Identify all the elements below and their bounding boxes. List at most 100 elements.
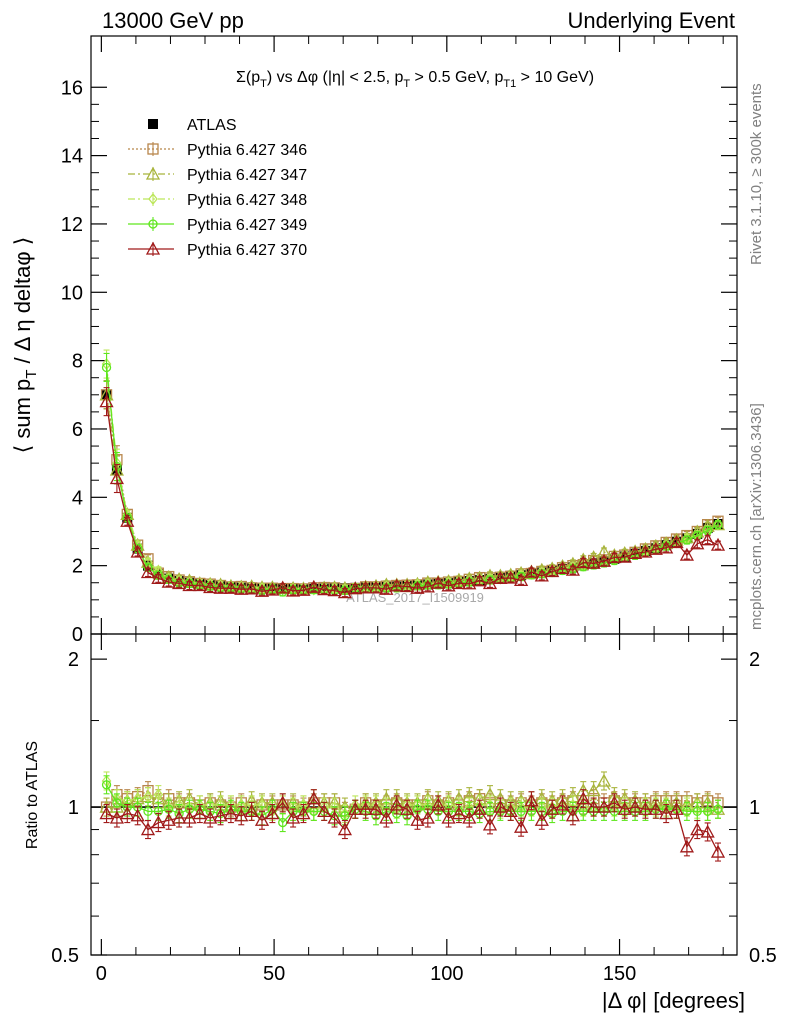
- legend-entry: Pythia 6.427 349: [128, 217, 307, 234]
- data-point: [120, 806, 135, 820]
- data-point: [153, 788, 164, 801]
- data-point: [451, 576, 467, 590]
- legend: ATLAS Pythia 6.427 346 Pythia 6.427 347 Pyt…: [128, 117, 307, 259]
- data-point: [234, 581, 249, 595]
- data-point: [431, 797, 446, 811]
- data-point: [244, 804, 259, 818]
- data-point: [327, 810, 342, 824]
- data-point: [130, 544, 145, 558]
- ratio-y-tick-label: 1: [68, 797, 79, 819]
- data-point: [669, 801, 684, 815]
- data-point: [358, 580, 373, 594]
- main-plot-series: [99, 349, 726, 599]
- data-point: [399, 801, 415, 815]
- data-point: [679, 547, 695, 561]
- data-point: [700, 532, 715, 546]
- y-tick-label: 14: [61, 146, 83, 168]
- data-point: [234, 808, 249, 822]
- ratio-y-tick-label-right: 2: [749, 649, 760, 671]
- data-point: [617, 801, 632, 815]
- legend-label: Pythia 6.427 349: [187, 217, 307, 234]
- series-line: [105, 401, 719, 594]
- data-point: [410, 812, 425, 826]
- data-point: [151, 570, 166, 584]
- data-point: [182, 810, 197, 824]
- data-point: [534, 812, 549, 826]
- legend-label: ATLAS: [187, 117, 237, 134]
- data-point: [223, 580, 239, 594]
- data-point: [317, 582, 332, 596]
- data-point: [203, 810, 218, 824]
- data-point: [700, 824, 715, 838]
- data-point: [534, 568, 549, 582]
- data-point: [192, 806, 207, 820]
- data-point: [348, 801, 363, 815]
- data-point: [702, 806, 713, 817]
- ratio-y-tick-label-right: 0.5: [749, 945, 777, 967]
- series-pythia-6-427-370: [99, 789, 726, 862]
- data-point: [638, 801, 653, 815]
- y-tick-label: 0: [72, 624, 83, 646]
- legend-entry: Pythia 6.427 348: [128, 192, 307, 209]
- data-point: [524, 793, 539, 807]
- data-point: [348, 581, 363, 595]
- data-point: [648, 541, 663, 555]
- data-point: [130, 808, 145, 822]
- data-point: [145, 241, 161, 255]
- data-point: [493, 799, 508, 813]
- x-tick-label: 50: [263, 963, 285, 985]
- data-point: [586, 783, 601, 797]
- data-point: [337, 585, 353, 599]
- series-pythia-6-427-370: [99, 387, 726, 599]
- x-tick-label: 0: [96, 963, 107, 985]
- data-point: [171, 576, 187, 590]
- data-point: [420, 810, 435, 824]
- data-point: [389, 797, 404, 811]
- data-point: [669, 535, 684, 549]
- data-point: [203, 580, 218, 594]
- data-point: [690, 536, 705, 550]
- y-tick-label: 16: [61, 77, 83, 99]
- data-point: [713, 518, 723, 531]
- data-point: [710, 537, 726, 551]
- data-point: [99, 806, 114, 820]
- data-point: [340, 811, 350, 821]
- y-tick-label: 4: [72, 487, 83, 509]
- main-axis-ticks: 0 2 4 6 8 10 12 14 16: [61, 77, 737, 646]
- data-point: [161, 574, 176, 588]
- data-point: [143, 806, 153, 817]
- data-point: [182, 578, 197, 592]
- data-point: [265, 806, 280, 820]
- y-tick-label: 2: [72, 556, 83, 578]
- chart-title: Σ(pT) vs Δφ (|η| < 2.5, pT > 0.5 GeV, pT…: [236, 69, 594, 90]
- data-point: [513, 572, 529, 587]
- data-point: [692, 806, 702, 817]
- data-point: [223, 806, 239, 820]
- data-point: [441, 810, 456, 824]
- data-point: [513, 819, 529, 833]
- ratio-y-tick-label-right: 1: [749, 797, 760, 819]
- data-point: [148, 219, 158, 229]
- data-point: [148, 119, 158, 129]
- data-point: [120, 513, 135, 527]
- data-point: [368, 801, 384, 815]
- data-point: [596, 553, 612, 567]
- data-point: [451, 806, 467, 820]
- data-point: [337, 822, 353, 836]
- legend-entry: ATLAS: [148, 117, 237, 134]
- y-tick-label: 8: [72, 351, 83, 373]
- x-tick-label: 150: [603, 963, 636, 985]
- data-point: [482, 817, 498, 831]
- data-point: [472, 573, 487, 587]
- data-point: [171, 810, 187, 824]
- legend-entry: Pythia 6.427 370: [128, 241, 307, 259]
- legend-label: Pythia 6.427 347: [187, 167, 307, 184]
- data-point: [265, 582, 280, 596]
- data-point: [109, 810, 125, 824]
- data-point: [555, 561, 570, 575]
- data-point: [275, 580, 290, 594]
- header-right: Underlying Event: [567, 8, 735, 33]
- series-line: [105, 363, 719, 591]
- ratio-plot-series: [99, 771, 726, 862]
